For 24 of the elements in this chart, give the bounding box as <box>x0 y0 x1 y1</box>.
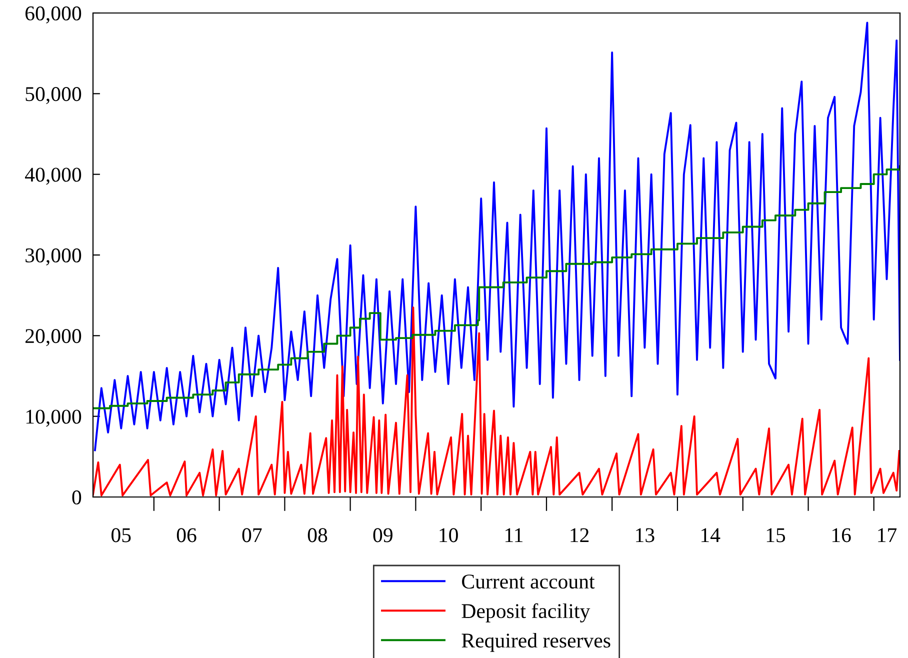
y-tick-label: 50,000 <box>26 87 82 104</box>
y-tick-label: 30,000 <box>26 248 82 266</box>
x-tick-label: 16 <box>832 528 851 542</box>
x-tick-label: 17 <box>878 528 897 542</box>
y-tick-label: 10,000 <box>26 410 82 427</box>
x-tick-label: 14 <box>701 528 720 542</box>
x-tick-label: 12 <box>570 528 589 542</box>
x-tick-label: 05 <box>112 528 131 542</box>
x-tick-label: 09 <box>373 528 392 542</box>
legend-label: Required reserves <box>462 632 610 652</box>
y-tick-label: 40,000 <box>25 168 82 185</box>
legend-label: Deposit facility <box>462 603 590 622</box>
x-tick-label: 07 <box>242 528 262 542</box>
x-tick-label: 15 <box>766 528 786 542</box>
line-series <box>94 22 900 452</box>
y-tick-label: 0 <box>72 490 82 504</box>
x-tick-label: 08 <box>308 528 328 542</box>
x-tick-label: 11 <box>506 528 522 542</box>
x-tick-label: 10 <box>440 528 458 542</box>
x-tick-label: 13 <box>636 528 654 542</box>
y-tick-label: 20,000 <box>26 329 82 346</box>
y-tick-label: 60,000 <box>25 6 82 24</box>
legend-label: Current account <box>462 574 595 589</box>
x-tick-label: 06 <box>176 528 196 542</box>
